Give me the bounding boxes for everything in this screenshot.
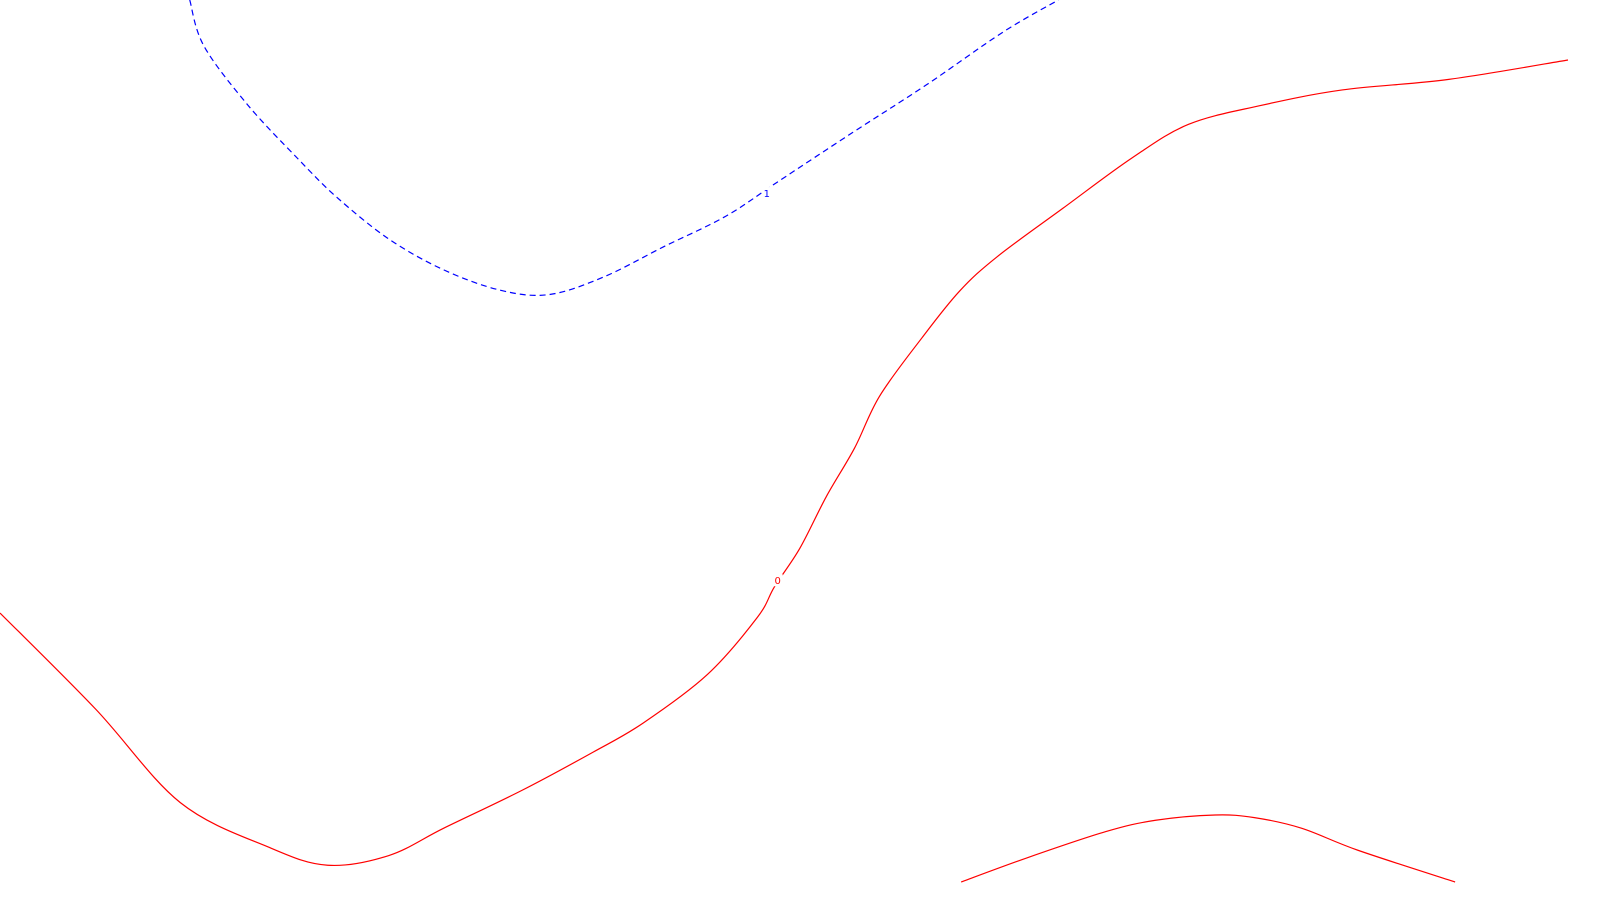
contour-line-level-0-1 [960,814,1456,883]
contour-label-bg-1-0 [761,187,772,200]
contour-line-level-1-0 [189,0,1059,297]
contour-label-bg-0-0 [772,574,783,587]
contour-label-0: 0 [775,576,781,587]
contour-labels: 10 [761,187,783,587]
contour-label-1: 1 [764,189,770,200]
contour-line-level-0-0 [0,59,1569,867]
contour-lines [0,0,1569,883]
